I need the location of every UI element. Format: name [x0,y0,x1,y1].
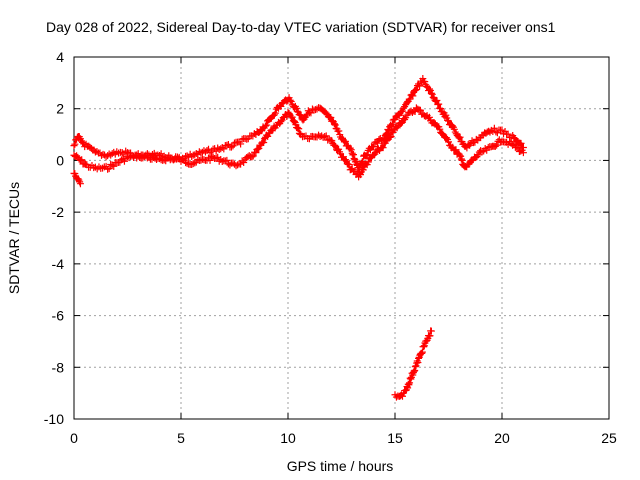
axis-ticks: 0 5 10 15 20 25 -10 -8 -6 -4 -2 0 2 4 [44,49,617,446]
y-tick-label: -6 [52,308,65,324]
plus-markers [391,327,435,401]
y-tick-label: 4 [56,49,64,65]
y-tick-label: 0 [56,152,64,168]
data-points [70,75,527,401]
plot-frame [73,56,610,420]
y-tick-label: -4 [52,256,65,272]
series-track-b [70,75,527,174]
y-tick-label: -10 [44,411,64,427]
y-tick-label: -2 [52,204,65,220]
x-axis-label: GPS time / hours [287,458,394,474]
chart-title: Day 028 of 2022, Sidereal Day-to-day VTE… [46,19,556,35]
x-tick-label: 5 [177,430,185,446]
series-track-c [70,169,84,188]
y-tick-label: -8 [52,359,65,375]
x-tick-label: 20 [494,430,510,446]
y-tick-label: 2 [56,101,64,117]
series-track-d [391,327,435,401]
x-tick-label: 0 [70,430,78,446]
x-tick-label: 10 [280,430,296,446]
x-tick-label: 15 [387,430,403,446]
x-tick-label: 25 [601,430,617,446]
grid [74,57,609,419]
plus-markers [70,75,527,174]
y-axis-label: SDTVAR / TECUs [6,182,22,294]
